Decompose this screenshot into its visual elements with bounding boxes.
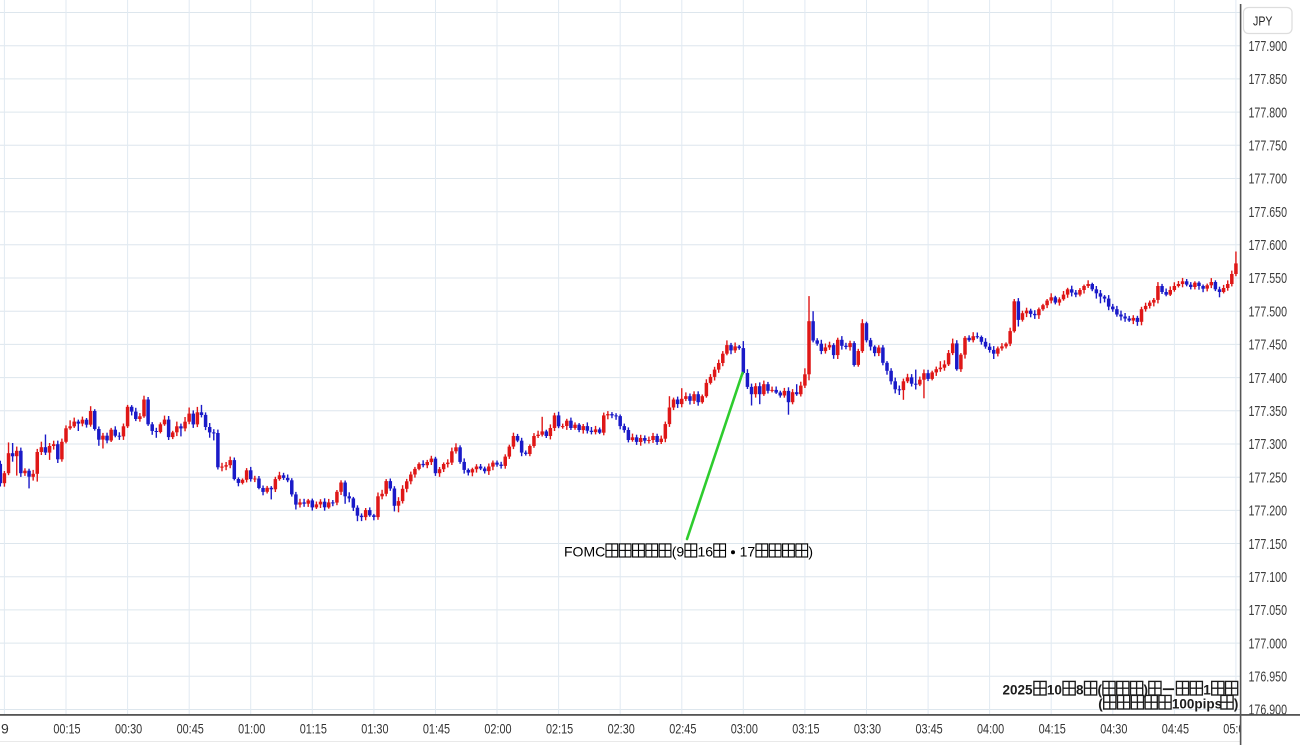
svg-text:100pips: 100pips (1172, 697, 1222, 712)
svg-text:03:30: 03:30 (854, 721, 881, 737)
svg-text:01:00: 01:00 (238, 721, 265, 737)
svg-text:03:00: 03:00 (731, 721, 758, 737)
svg-text:177.800: 177.800 (1249, 104, 1288, 121)
svg-text:177.250: 177.250 (1249, 469, 1288, 486)
svg-text:00:45: 00:45 (177, 721, 204, 737)
svg-text:03:15: 03:15 (792, 721, 819, 737)
svg-text:177.850: 177.850 (1249, 71, 1288, 88)
svg-text:176.900: 176.900 (1249, 702, 1288, 719)
svg-text:177.000: 177.000 (1249, 635, 1288, 652)
svg-text:FOMC: FOMC (564, 544, 605, 560)
svg-text:02:00: 02:00 (484, 721, 511, 737)
svg-text:): ) (1234, 697, 1239, 712)
svg-text:04:00: 04:00 (977, 721, 1004, 737)
svg-text:): ) (1144, 683, 1149, 698)
svg-text:JPY: JPY (1253, 15, 1273, 29)
svg-text:8: 8 (1076, 683, 1084, 698)
svg-text:01:45: 01:45 (423, 721, 450, 737)
svg-text:17: 17 (740, 544, 756, 560)
svg-text:9: 9 (1, 721, 9, 737)
svg-text:177.900: 177.900 (1249, 38, 1288, 55)
svg-text:177.200: 177.200 (1249, 503, 1288, 520)
svg-text:177.700: 177.700 (1249, 171, 1288, 188)
svg-text:): ) (808, 544, 813, 560)
svg-text:177.300: 177.300 (1249, 436, 1288, 453)
svg-text:04:30: 04:30 (1100, 721, 1127, 737)
svg-text:2025: 2025 (1003, 683, 1034, 698)
svg-text:177.150: 177.150 (1249, 536, 1288, 553)
svg-text:02:30: 02:30 (608, 721, 635, 737)
svg-text:02:15: 02:15 (546, 721, 573, 737)
svg-text:00:30: 00:30 (115, 721, 142, 737)
svg-text:177.750: 177.750 (1249, 138, 1288, 155)
svg-text:177.350: 177.350 (1249, 403, 1288, 420)
svg-text:177.650: 177.650 (1249, 204, 1288, 221)
svg-text:04:15: 04:15 (1039, 721, 1066, 737)
svg-text:177.500: 177.500 (1249, 303, 1288, 320)
svg-text:03:45: 03:45 (916, 721, 943, 737)
svg-text:1: 1 (1203, 683, 1211, 698)
svg-text:177.400: 177.400 (1249, 370, 1288, 387)
svg-text:177.600: 177.600 (1249, 237, 1288, 254)
svg-text:16: 16 (698, 544, 714, 560)
svg-text:(9: (9 (672, 544, 685, 560)
svg-text:(: ( (1098, 697, 1103, 712)
svg-text:177.550: 177.550 (1249, 270, 1288, 287)
svg-text:177.450: 177.450 (1249, 337, 1288, 354)
svg-text:01:15: 01:15 (300, 721, 327, 737)
svg-text:01:30: 01:30 (361, 721, 388, 737)
svg-text:10: 10 (1047, 683, 1062, 698)
svg-text:(: ( (1098, 683, 1103, 698)
svg-text:00:15: 00:15 (53, 721, 80, 737)
svg-text:177.050: 177.050 (1249, 602, 1288, 619)
svg-text:176.950: 176.950 (1249, 669, 1288, 686)
svg-text:177.100: 177.100 (1249, 569, 1288, 586)
svg-text:02:45: 02:45 (669, 721, 696, 737)
svg-text:04:45: 04:45 (1162, 721, 1189, 737)
